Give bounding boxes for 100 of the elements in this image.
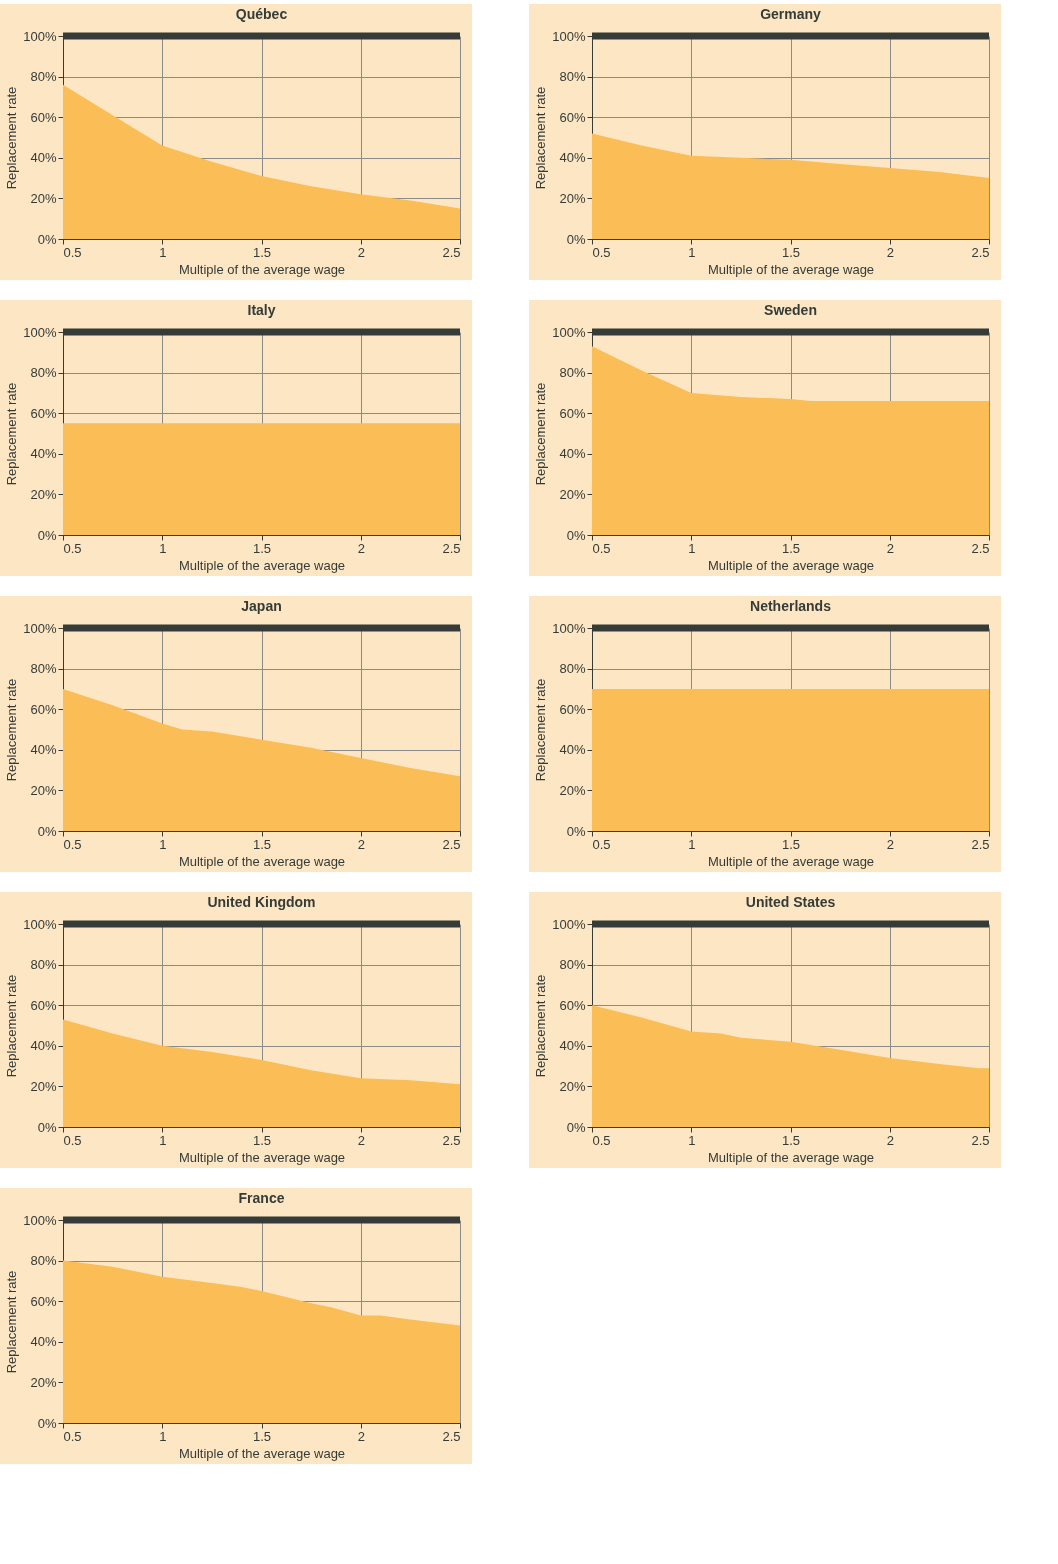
- x-tick-label: 2: [357, 540, 365, 556]
- y-tick-label: 40%: [30, 150, 57, 166]
- chart-title: Québec: [235, 6, 288, 22]
- y-axis-title: Replacement rate: [533, 86, 549, 190]
- chart-title: United States: [745, 894, 836, 910]
- y-tick-label: 80%: [559, 957, 586, 973]
- x-tick-label: 2.5: [971, 1132, 990, 1148]
- x-axis-title: Multiple of the average wage: [707, 557, 875, 573]
- y-tick-label: 20%: [559, 782, 586, 798]
- x-tick-label: 1.5: [252, 244, 272, 260]
- y-tick-label: 60%: [559, 701, 586, 717]
- y-tick-label: 40%: [30, 1334, 57, 1350]
- y-axis-title: Replacement rate: [533, 678, 549, 782]
- x-tick-label: 2: [357, 244, 365, 260]
- y-tick-label: 0%: [37, 527, 57, 543]
- x-axis-title: Multiple of the average wage: [707, 261, 875, 277]
- y-tick-label: 40%: [30, 742, 57, 758]
- x-tick-label: 2: [886, 1132, 894, 1148]
- y-axis-title: Replacement rate: [533, 974, 549, 1078]
- x-axis-title: Multiple of the average wage: [178, 1149, 346, 1165]
- x-tick-label: 2: [357, 1132, 365, 1148]
- x-tick-label: 1.5: [252, 1132, 272, 1148]
- y-tick-label: 0%: [566, 231, 586, 247]
- y-axis-title: Replacement rate: [4, 1270, 20, 1374]
- y-tick-label: 80%: [559, 365, 586, 381]
- x-tick-label: 2: [357, 836, 365, 852]
- y-tick-label: 100%: [23, 916, 57, 932]
- y-tick-label: 100%: [552, 28, 586, 44]
- x-tick-label: 2.5: [442, 836, 461, 852]
- x-tick-label: 1: [159, 540, 167, 556]
- x-tick-label: 0.5: [592, 540, 611, 556]
- x-tick-label: 1: [688, 244, 696, 260]
- x-tick-label: 2.5: [971, 540, 990, 556]
- y-tick-label: 0%: [37, 1415, 57, 1431]
- y-tick-label: 80%: [559, 661, 586, 677]
- x-axis-title: Multiple of the average wage: [178, 557, 346, 573]
- x-tick-label: 2: [886, 540, 894, 556]
- chart-title: United Kingdom: [207, 894, 316, 910]
- x-tick-label: 1.5: [781, 244, 801, 260]
- x-tick-label: 0.5: [63, 244, 82, 260]
- x-tick-label: 2: [886, 244, 894, 260]
- x-tick-label: 0.5: [592, 1132, 611, 1148]
- y-axis-title: Replacement rate: [4, 382, 20, 486]
- y-tick-label: 80%: [30, 957, 57, 973]
- x-tick-label: 1: [688, 540, 696, 556]
- y-tick-label: 100%: [23, 620, 57, 636]
- x-tick-label: 1: [688, 836, 696, 852]
- x-tick-label: 0.5: [63, 1428, 82, 1444]
- x-tick-label: 2.5: [442, 244, 461, 260]
- y-tick-label: 100%: [552, 620, 586, 636]
- y-tick-label: 20%: [30, 1374, 57, 1390]
- chart-title: Netherlands: [750, 598, 832, 614]
- y-tick-label: 80%: [30, 69, 57, 85]
- y-tick-label: 20%: [30, 782, 57, 798]
- x-tick-label: 1: [159, 1428, 167, 1444]
- y-tick-label: 0%: [37, 231, 57, 247]
- y-tick-label: 40%: [559, 446, 586, 462]
- y-tick-label: 0%: [566, 823, 586, 839]
- y-axis-title: Replacement rate: [4, 974, 20, 1078]
- chart-title: Japan: [241, 598, 282, 614]
- x-tick-label: 2: [886, 836, 894, 852]
- y-tick-label: 20%: [559, 190, 586, 206]
- x-tick-label: 2.5: [442, 540, 461, 556]
- x-tick-label: 1: [159, 244, 167, 260]
- x-tick-label: 0.5: [63, 540, 82, 556]
- x-tick-label: 1.5: [252, 836, 272, 852]
- y-tick-label: 40%: [559, 1038, 586, 1054]
- x-tick-label: 2: [357, 1428, 365, 1444]
- x-tick-label: 1.5: [252, 540, 272, 556]
- y-tick-label: 60%: [30, 997, 57, 1013]
- x-axis-title: Multiple of the average wage: [707, 853, 875, 869]
- y-tick-label: 40%: [30, 446, 57, 462]
- chart-title: Sweden: [764, 302, 817, 318]
- y-tick-label: 100%: [23, 1212, 57, 1228]
- y-tick-label: 20%: [30, 1078, 57, 1094]
- x-tick-label: 0.5: [63, 836, 82, 852]
- y-tick-label: 60%: [30, 109, 57, 125]
- chart-title: Italy: [247, 302, 276, 318]
- chart-title: France: [238, 1190, 285, 1206]
- x-tick-label: 1.5: [781, 836, 801, 852]
- y-tick-label: 60%: [559, 405, 586, 421]
- x-axis-title: Multiple of the average wage: [178, 261, 346, 277]
- y-tick-label: 20%: [559, 1078, 586, 1094]
- y-tick-label: 60%: [30, 1293, 57, 1309]
- x-tick-label: 2.5: [442, 1428, 461, 1444]
- y-tick-label: 80%: [30, 1253, 57, 1269]
- y-tick-label: 0%: [37, 823, 57, 839]
- y-tick-label: 0%: [566, 1119, 586, 1135]
- y-tick-label: 100%: [552, 916, 586, 932]
- y-tick-label: 60%: [559, 997, 586, 1013]
- chart-title: Germany: [760, 6, 822, 22]
- y-tick-label: 60%: [30, 405, 57, 421]
- x-tick-label: 1: [688, 1132, 696, 1148]
- x-tick-label: 1.5: [781, 1132, 801, 1148]
- y-tick-label: 0%: [37, 1119, 57, 1135]
- x-tick-label: 1.5: [252, 1428, 272, 1444]
- y-tick-label: 60%: [30, 701, 57, 717]
- x-tick-label: 1.5: [781, 540, 801, 556]
- x-axis-title: Multiple of the average wage: [707, 1149, 875, 1165]
- x-axis-title: Multiple of the average wage: [178, 1445, 346, 1461]
